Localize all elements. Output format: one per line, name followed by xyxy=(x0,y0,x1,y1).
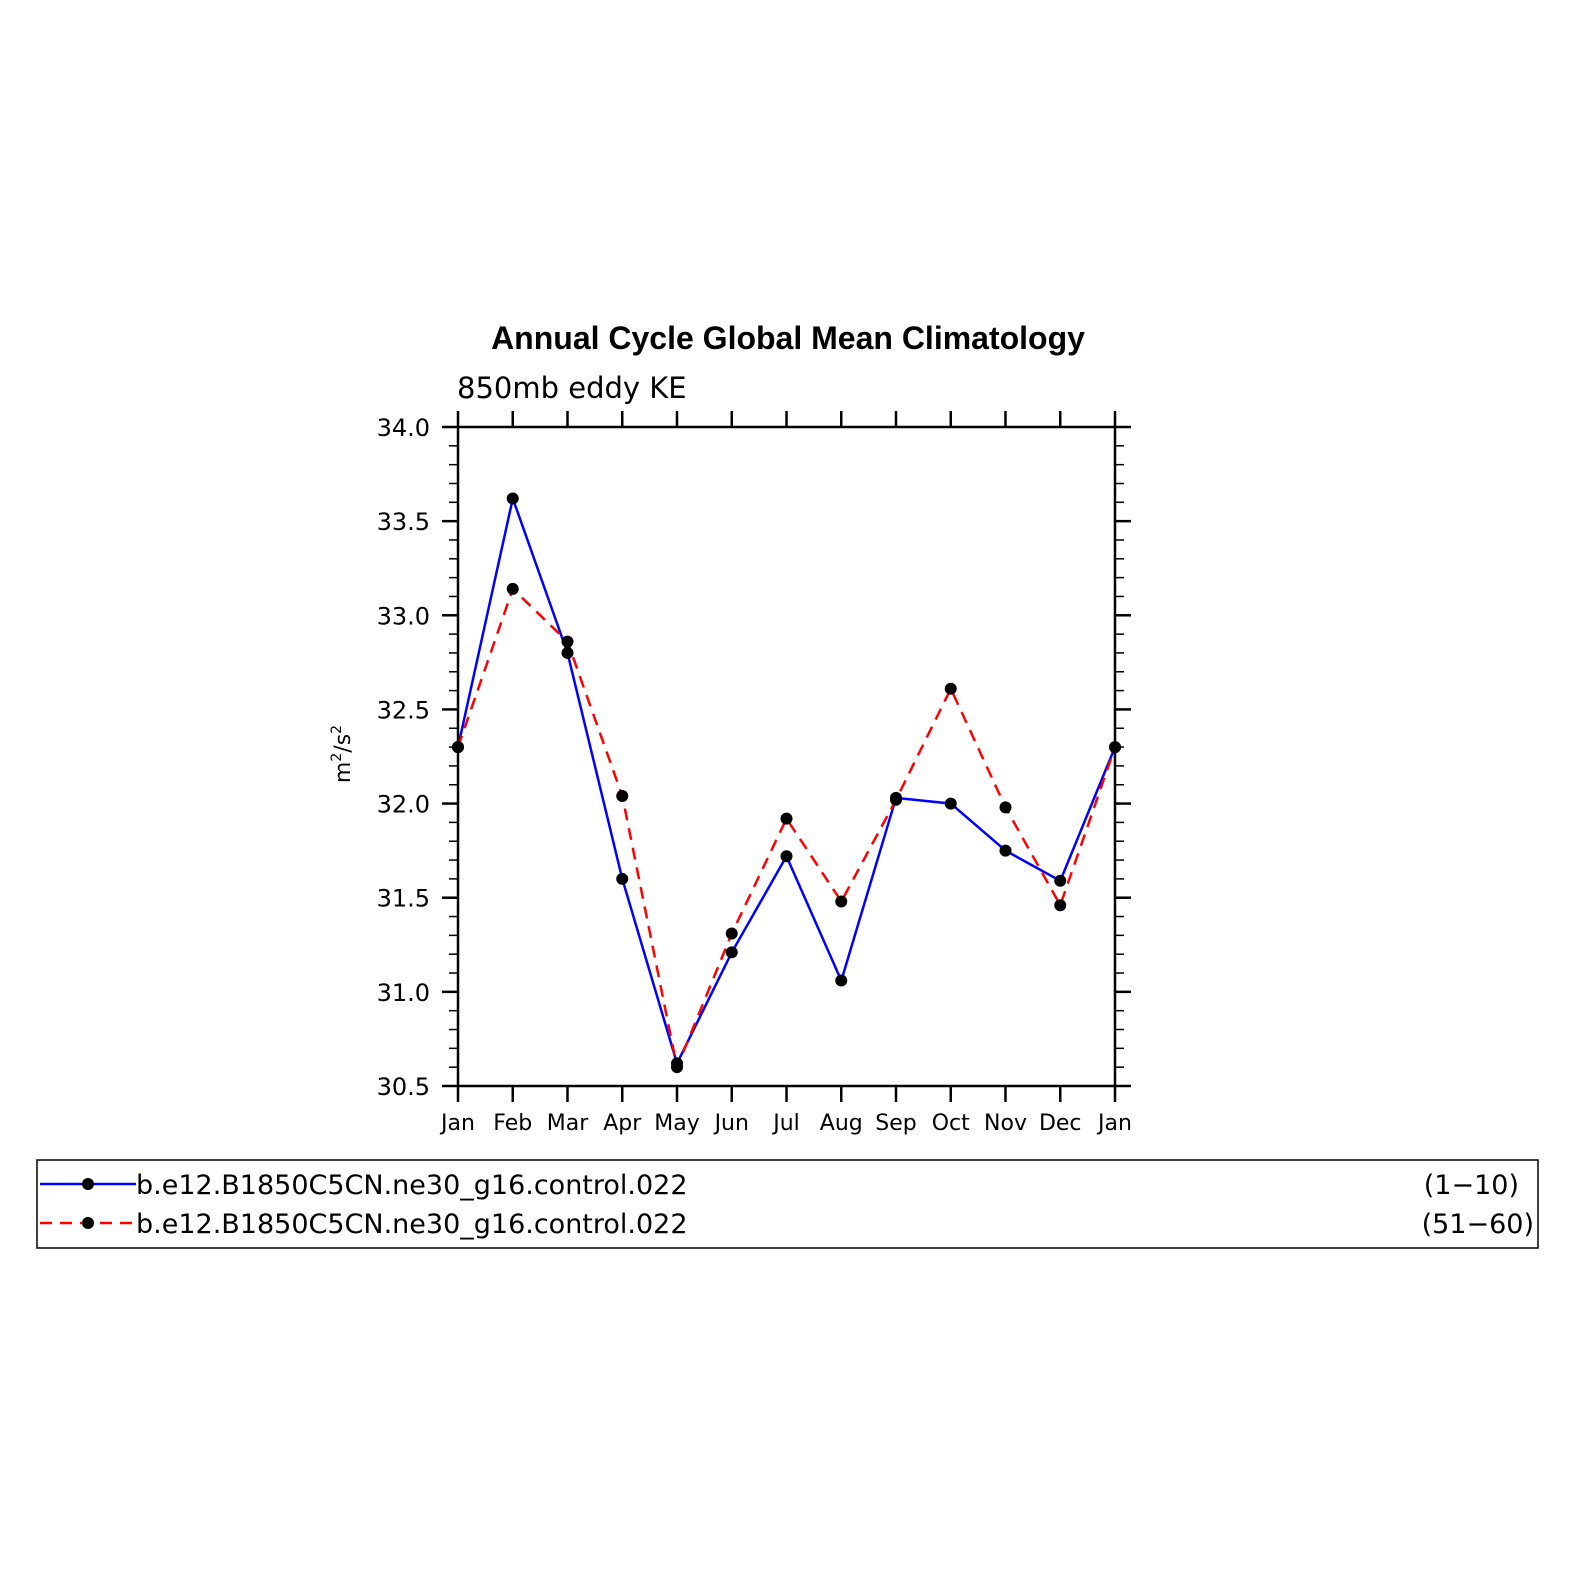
legend-entry: b.e12.B1850C5CN.ne30_g16.control.022 (51… xyxy=(40,1209,1534,1240)
x-tick-label: May xyxy=(654,1111,699,1136)
legend-marker xyxy=(82,1217,94,1229)
data-point xyxy=(616,872,629,885)
x-tick-label: Feb xyxy=(493,1111,532,1136)
x-tick-label: Oct xyxy=(932,1111,970,1136)
legend-marker xyxy=(82,1178,94,1190)
x-tick-label: Mar xyxy=(547,1111,589,1136)
y-tick-label: 31.0 xyxy=(377,979,430,1007)
x-tick-label: Jun xyxy=(713,1111,749,1136)
y-tick-label: 30.5 xyxy=(377,1073,430,1101)
data-point xyxy=(835,895,848,908)
legend-series-years: (51−60) xyxy=(1422,1209,1534,1240)
data-point xyxy=(561,635,574,648)
plot-frame xyxy=(456,425,1117,1088)
data-point xyxy=(999,844,1012,857)
data-point xyxy=(780,812,793,825)
x-tick-label: Aug xyxy=(820,1111,863,1136)
data-point xyxy=(835,974,848,987)
chart-subtitle: 850mb eddy KE xyxy=(457,371,687,405)
y-tick-label: 31.5 xyxy=(377,885,430,913)
data-point xyxy=(725,927,738,940)
data-point xyxy=(999,801,1012,814)
series-layer xyxy=(452,492,1121,1074)
data-point xyxy=(506,492,519,505)
x-tick-label: Apr xyxy=(603,1111,642,1136)
y-tick-label: 33.0 xyxy=(377,602,430,630)
x-tick-label: Jan xyxy=(1096,1111,1132,1136)
legend-series-name: b.e12.B1850C5CN.ne30_g16.control.022 xyxy=(136,1209,688,1240)
data-point xyxy=(1054,899,1067,912)
legend-series-years: (1−10) xyxy=(1424,1170,1519,1201)
y-tick-label: 33.5 xyxy=(377,508,430,536)
series-line-1 xyxy=(456,493,1117,1067)
data-point xyxy=(725,946,738,959)
x-tick-label: Sep xyxy=(875,1111,916,1136)
data-point xyxy=(506,582,519,595)
legend-entry: b.e12.B1850C5CN.ne30_g16.control.022 (1−… xyxy=(40,1170,1519,1201)
legend-series-name: b.e12.B1850C5CN.ne30_g16.control.022 xyxy=(136,1170,688,1201)
x-tick-label: Jan xyxy=(439,1111,475,1136)
chart-title: Annual Cycle Global Mean Climatology xyxy=(491,320,1085,356)
data-point xyxy=(671,1061,683,1074)
data-point xyxy=(780,850,793,863)
legend-box xyxy=(36,1159,1539,1249)
y-tick-label: 32.0 xyxy=(377,791,430,819)
data-point xyxy=(890,793,902,806)
x-tick-label: Nov xyxy=(984,1111,1027,1136)
series-line-2 xyxy=(456,586,1117,1072)
data-point xyxy=(944,797,957,810)
x-tick-label: Dec xyxy=(1039,1111,1082,1136)
data-point xyxy=(944,682,957,695)
y-tick-label: 34.0 xyxy=(377,414,430,442)
x-tick-label: Jul xyxy=(771,1111,800,1136)
axes: 30.5 31.0 31.5 32.0 32.5 33.0 33.5 34.0 Jan Feb Ma… xyxy=(377,411,1132,1136)
data-point xyxy=(616,790,629,803)
data-point xyxy=(1054,874,1067,887)
data-point xyxy=(561,646,574,659)
legend: b.e12.B1850C5CN.ne30_g16.control.022 (1−… xyxy=(36,1159,1539,1249)
y-tick-label: 32.5 xyxy=(377,696,430,724)
y-axis-label: m2/s2 xyxy=(329,725,356,783)
